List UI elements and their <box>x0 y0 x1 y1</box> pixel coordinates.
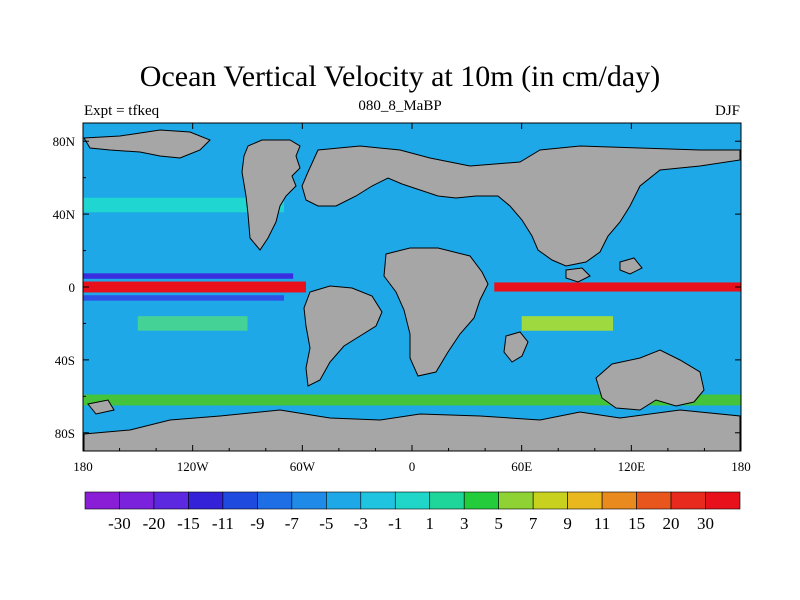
island-maritime-continent-1 <box>565 267 591 283</box>
plot-title: Ocean Vertical Velocity at 10m (in cm/da… <box>139 60 661 93</box>
colorbar-label: -1 <box>388 514 402 533</box>
colorbar-swatch <box>84 491 120 510</box>
colorbar-swatch <box>394 491 431 510</box>
continent-africa <box>383 247 489 377</box>
colorbar-swatch <box>291 491 327 510</box>
colorbar-swatch <box>670 491 706 510</box>
season-label: DJF <box>714 103 740 119</box>
colorbar-label: 5 <box>494 514 503 533</box>
colorbar-swatch <box>463 491 499 510</box>
colorbar-swatch <box>429 491 465 510</box>
longitude-axis: 180 120W 60W 0 60E 120E 180 <box>73 123 751 474</box>
colorbar-swatch <box>601 491 637 510</box>
colorbar-label: 20 <box>663 514 680 533</box>
north-pacific-cyan <box>83 197 285 213</box>
latitude-axis: 80N 40N 0 40S 80S <box>53 134 741 441</box>
colorbar-swatch <box>188 491 224 510</box>
x-tick-label: 0 <box>409 459 416 474</box>
map-plot-area <box>83 123 741 451</box>
colorbar-swatch <box>636 491 672 510</box>
colorbar-label: 1 <box>425 514 434 533</box>
colorbar-label: 9 <box>563 514 572 533</box>
landmass-arctic-north-america <box>83 129 211 159</box>
equatorial-indian-upwelling <box>494 282 741 292</box>
colorbar-label: -5 <box>319 514 333 533</box>
colorbar-label: -11 <box>212 514 234 533</box>
colorbar-label: -9 <box>250 514 264 533</box>
colorbar-swatch <box>567 491 603 510</box>
continent-eurasia <box>301 145 741 267</box>
colorbar-label: 30 <box>697 514 714 533</box>
y-tick-label: 40S <box>55 353 75 368</box>
x-tick-label: 120E <box>618 459 646 474</box>
experiment-label: Expt = tfkeq <box>84 103 160 119</box>
continent-south-america <box>303 285 383 387</box>
island-maritime-continent-2 <box>619 257 643 275</box>
colorbar-label: -20 <box>143 514 166 533</box>
equatorial-pacific-downwelling-n <box>83 273 294 279</box>
colorbar: -30 -20 -15 -11 -9 -7 -5 -3 -1 1 3 5 7 9 11 15 20 30 <box>84 491 741 533</box>
y-tick-label: 0 <box>69 280 76 295</box>
x-tick-label: 120W <box>177 459 210 474</box>
island-southern-ocean-west <box>87 399 115 415</box>
colorbar-swatch <box>705 491 741 510</box>
velocity-field <box>83 197 741 406</box>
colorbar-swatch <box>222 491 258 510</box>
colorbar-label: -15 <box>177 514 200 533</box>
land-mask <box>83 129 741 451</box>
colorbar-swatch <box>498 491 534 510</box>
colorbar-label: -30 <box>108 514 131 533</box>
indian-south-green <box>521 316 614 331</box>
y-tick-label: 40N <box>53 207 76 222</box>
y-tick-label: 80S <box>55 426 75 441</box>
y-tick-label: 80N <box>53 134 76 149</box>
colorbar-label: 15 <box>628 514 645 533</box>
x-tick-label: 60E <box>511 459 532 474</box>
colorbar-swatch <box>326 491 362 510</box>
equatorial-pacific-downwelling-s <box>83 295 285 301</box>
x-tick-label: 180 <box>731 459 751 474</box>
colorbar-swatch <box>532 491 568 510</box>
colorbar-swatch <box>360 491 396 510</box>
plot-subtitle: 080_8_MaBP <box>358 98 442 114</box>
colorbar-label: 7 <box>529 514 538 533</box>
colorbar-label: 3 <box>460 514 469 533</box>
colorbar-swatch <box>119 491 155 510</box>
continent-north-america <box>241 139 301 251</box>
colorbar-label: -7 <box>285 514 300 533</box>
continent-australia <box>595 349 705 411</box>
island-madagascar <box>503 331 529 363</box>
southern-ocean-green-band <box>83 394 741 406</box>
colorbar-label: 11 <box>594 514 610 533</box>
colorbar-label: -3 <box>354 514 368 533</box>
equatorial-pacific-upwelling <box>83 281 306 293</box>
colorbar-swatch <box>257 491 293 510</box>
subtropical-south-green <box>137 316 248 331</box>
colorbar-swatch <box>153 491 189 510</box>
continent-antarctica <box>83 409 741 451</box>
x-tick-label: 60W <box>290 459 316 474</box>
x-tick-label: 180 <box>73 459 93 474</box>
